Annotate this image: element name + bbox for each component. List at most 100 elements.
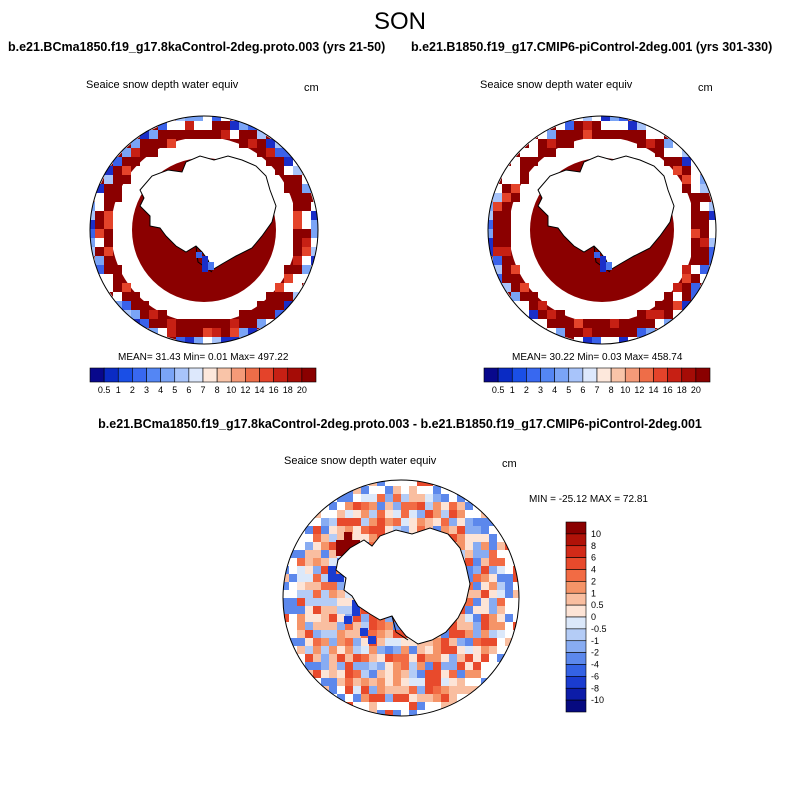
colorbar-swatch xyxy=(667,367,683,383)
grid-cell xyxy=(369,502,377,510)
colorbar-swatch xyxy=(526,367,541,383)
grid-cell xyxy=(481,670,489,678)
grid-cell xyxy=(497,654,505,662)
grid-cell xyxy=(457,670,465,678)
grid-cell xyxy=(457,526,465,534)
grid-cell xyxy=(337,582,345,590)
grid-cell xyxy=(345,598,353,606)
grid-cell xyxy=(283,598,289,606)
grid-cell xyxy=(481,630,489,638)
grid-cell xyxy=(409,686,417,694)
grid-cell xyxy=(275,292,284,301)
grid-cell xyxy=(465,542,473,550)
grid-cell xyxy=(449,646,457,654)
grid-cell xyxy=(257,148,266,157)
grid-cell xyxy=(275,283,284,292)
grid-cell xyxy=(401,494,409,502)
grid-cell xyxy=(488,229,493,238)
grid-cell xyxy=(321,550,329,558)
grid-cell xyxy=(337,502,345,510)
grid-cell xyxy=(457,518,465,526)
grid-cell xyxy=(337,534,345,542)
grid-cell xyxy=(664,310,673,319)
grid-cell xyxy=(481,678,489,686)
grid-cell xyxy=(505,558,513,566)
grid-cell xyxy=(361,510,369,518)
grid-cell xyxy=(289,574,297,582)
grid-cell xyxy=(305,638,313,646)
grid-cell xyxy=(385,670,393,678)
grid-cell xyxy=(601,121,610,130)
grid-cell xyxy=(321,534,329,542)
grid-cell xyxy=(637,121,646,130)
grid-cell xyxy=(502,202,511,211)
colorbar-tick-label: 16 xyxy=(269,385,279,395)
grid-cell xyxy=(673,139,682,148)
grid-cell xyxy=(289,542,297,550)
grid-cell xyxy=(257,130,266,139)
grid-cell xyxy=(313,630,321,638)
grid-cell xyxy=(239,121,248,130)
grid-cell xyxy=(481,646,489,654)
grid-cell xyxy=(353,534,361,542)
grid-cell xyxy=(441,670,449,678)
grid-cell xyxy=(393,710,401,716)
grid-cell xyxy=(293,274,302,283)
grid-cell xyxy=(149,310,158,319)
grid-cell xyxy=(345,702,353,710)
grid-cell xyxy=(313,606,321,614)
grid-cell xyxy=(489,662,497,670)
grid-cell xyxy=(95,211,104,220)
grid-cell xyxy=(297,566,305,574)
grid-cell xyxy=(417,502,425,510)
grid-cell xyxy=(401,710,409,716)
grid-cell xyxy=(369,630,377,638)
grid-cell xyxy=(441,678,449,686)
grid-cell xyxy=(473,598,481,606)
grid-cell xyxy=(122,175,131,184)
left-weddell-blue xyxy=(202,256,208,272)
grid-cell xyxy=(441,502,449,510)
grid-cell xyxy=(497,622,505,630)
colorbar-tick-label: 18 xyxy=(283,385,293,395)
grid-cell xyxy=(449,694,457,702)
grid-cell xyxy=(409,518,417,526)
grid-cell xyxy=(513,566,519,574)
grid-cell xyxy=(425,646,433,654)
grid-cell xyxy=(329,542,337,550)
grid-cell xyxy=(489,614,497,622)
colorbar-tick-label: 18 xyxy=(677,385,687,395)
grid-cell xyxy=(673,301,682,310)
grid-cell xyxy=(337,646,345,654)
grid-cell xyxy=(313,646,321,654)
grid-cell xyxy=(493,220,502,229)
diff-map xyxy=(282,479,520,717)
grid-cell xyxy=(377,686,385,694)
grid-cell xyxy=(239,328,248,337)
colorbar-swatch xyxy=(639,367,654,383)
colorbar-swatch xyxy=(230,367,246,383)
grid-cell xyxy=(122,310,131,319)
colorbar-swatch xyxy=(565,640,587,653)
grid-cell xyxy=(409,638,417,646)
grid-cell xyxy=(628,319,637,328)
grid-cell xyxy=(113,175,122,184)
grid-cell xyxy=(547,310,556,319)
grid-cell xyxy=(619,337,628,344)
grid-cell xyxy=(321,542,329,550)
grid-cell xyxy=(473,550,481,558)
grid-cell xyxy=(302,184,311,193)
grid-cell xyxy=(385,526,393,534)
grid-cell xyxy=(321,566,329,574)
grid-cell xyxy=(601,337,610,344)
grid-cell xyxy=(385,638,393,646)
colorbar-swatch xyxy=(259,367,274,383)
colorbar-swatch xyxy=(565,652,587,665)
grid-cell xyxy=(520,310,529,319)
grid-cell xyxy=(417,662,425,670)
grid-cell xyxy=(369,710,377,716)
grid-cell xyxy=(556,319,565,328)
grid-cell xyxy=(409,502,417,510)
grid-cell xyxy=(664,139,673,148)
grid-cell xyxy=(385,702,393,710)
